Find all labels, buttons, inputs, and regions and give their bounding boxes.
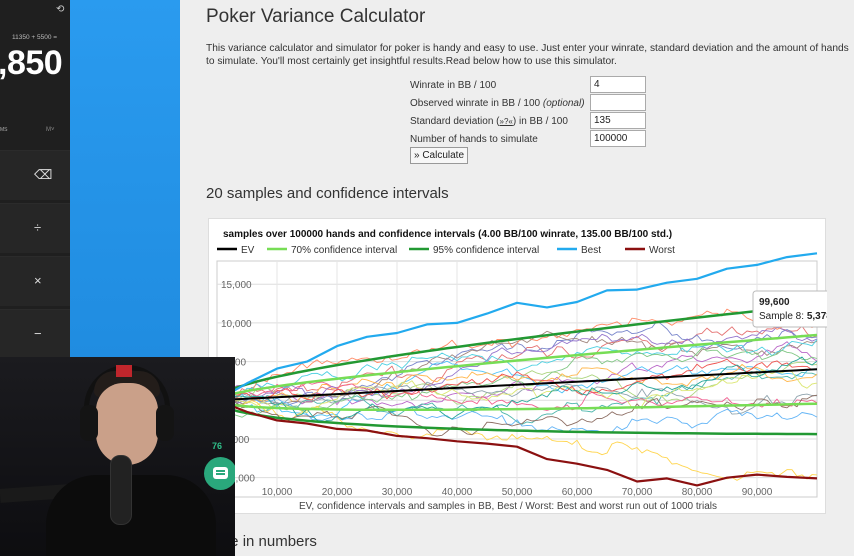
chart-title: samples over 100000 hands and confidence… (223, 229, 672, 240)
x-axis-label: EV, confidence intervals and samples in … (299, 501, 717, 512)
legend-label: Best (581, 245, 601, 256)
sample-series-line (216, 381, 818, 415)
observed-winrate-label: Observed winrate in BB / 100 (optional) (410, 98, 585, 109)
multiply-icon: × (34, 273, 42, 288)
headphone-right (156, 405, 174, 441)
sample-series-line (216, 363, 818, 404)
x-tick-label: 80,000 (682, 487, 713, 498)
stddev-label: Standard deviation (»?«) in BB / 100 (410, 116, 568, 127)
stddev-label-post: ) in BB / 100 (512, 116, 568, 127)
legend-label: 95% confidence interval (433, 245, 539, 256)
x-tick-label: 70,000 (622, 487, 653, 498)
tooltip-sample-value: 5,378 (807, 311, 827, 322)
sample-series-line (216, 360, 818, 419)
backspace-button[interactable]: ⌫ (0, 150, 70, 200)
chat-icon (213, 467, 228, 479)
sample-series-line (216, 399, 818, 481)
legend-label: Worst (649, 245, 675, 256)
variance-chart: 15,00010,0005,0000-5,000-10,00010,00020,… (208, 218, 827, 514)
streamer-face (96, 383, 158, 465)
ci70-lower-line (216, 399, 818, 412)
ci95-upper-line (216, 303, 818, 402)
y-tick-label: 10,000 (221, 319, 252, 330)
observed-winrate-label-text: Observed winrate in BB / 100 (410, 98, 543, 109)
sample-series-line (216, 339, 818, 401)
multiply-button[interactable]: × (0, 256, 70, 306)
tooltip-x-value: 99,600 (759, 297, 790, 308)
microphone (110, 455, 132, 525)
variance-chart-svg: 15,00010,0005,0000-5,000-10,00010,00020,… (216, 229, 827, 512)
x-tick-label: 50,000 (502, 487, 533, 498)
hands-input[interactable] (590, 130, 646, 147)
sample-series-line (216, 381, 818, 411)
backspace-icon: ⌫ (34, 167, 53, 182)
stddev-help-link[interactable]: »?« (499, 117, 513, 126)
stddev-label-pre: Standard deviation ( (410, 116, 500, 127)
ci95-lower-line (216, 399, 818, 436)
history-icon[interactable]: ⟲ (56, 4, 65, 15)
sample-series-line (216, 369, 818, 414)
sample-series-line (216, 326, 818, 404)
divide-icon: ÷ (34, 220, 42, 235)
calculator-result: ,850 (0, 44, 63, 82)
tooltip-sample-label: Sample 8: 5,378 (759, 311, 827, 322)
chat-button[interactable] (204, 457, 235, 490)
x-tick-label: 40,000 (442, 487, 473, 498)
x-tick-label: 20,000 (322, 487, 353, 498)
chat-counter: 76 (212, 441, 223, 451)
memory-store-button[interactable]: MS (0, 127, 8, 133)
sample-series-line (216, 325, 818, 402)
legend-label: 70% confidence interval (291, 245, 397, 256)
winrate-label: Winrate in BB / 100 (410, 80, 497, 91)
webcam-overlay: 76 (0, 357, 235, 556)
best-series-line (216, 252, 818, 402)
section-title: 20 samples and confidence intervals (206, 185, 449, 202)
sample-series-line (216, 358, 818, 401)
worst-series-line (216, 399, 818, 487)
ev-line (216, 368, 818, 402)
subtract-button[interactable]: − (0, 309, 70, 359)
page-title: Poker Variance Calculator (206, 6, 426, 27)
x-tick-label: 60,000 (562, 487, 593, 498)
stddev-input[interactable] (590, 112, 646, 129)
sample-series-line (216, 308, 818, 401)
headphone-left (80, 405, 98, 441)
calculate-button[interactable]: » Calculate (410, 147, 468, 164)
legend-label: EV (241, 245, 255, 256)
divide-button[interactable]: ÷ (0, 203, 70, 253)
web-page: Poker Variance Calculator This variance … (180, 0, 854, 556)
optional-label: (optional) (542, 98, 585, 109)
memory-dropdown-button[interactable]: M˅ (46, 127, 55, 133)
sample-series-line (216, 356, 818, 423)
calculator-expression: 11350 + 5500 = (12, 34, 58, 41)
ci70-upper-line (216, 333, 818, 402)
x-tick-label: 30,000 (382, 487, 413, 498)
x-tick-label: 10,000 (262, 487, 293, 498)
hands-label: Number of hands to simulate (410, 134, 538, 145)
x-tick-label: 90,000 (742, 487, 773, 498)
y-tick-label: -10,000 (221, 474, 255, 485)
chart-tooltip (752, 290, 827, 328)
y-tick-label: -5,000 (221, 435, 250, 446)
y-tick-label: 15,000 (221, 280, 252, 291)
minus-icon: − (34, 326, 42, 341)
observed-winrate-input[interactable] (590, 94, 646, 111)
intro-text: This variance calculator and simulator f… (206, 43, 849, 67)
winrate-input[interactable] (590, 76, 646, 93)
headphone-logo (116, 365, 132, 377)
sample-series-line (216, 330, 818, 405)
